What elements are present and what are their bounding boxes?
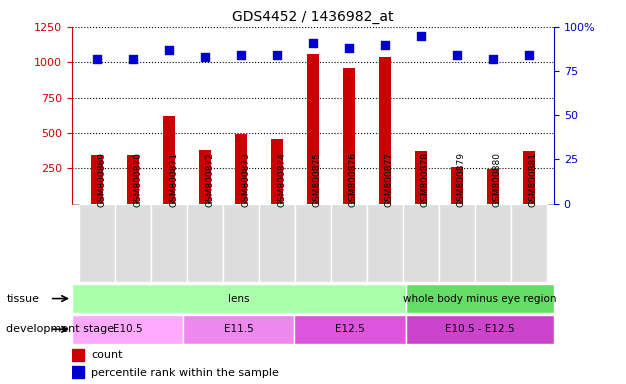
Bar (511, 204, 547, 282)
Text: E10.5: E10.5 (113, 324, 143, 334)
Point (308, 40, 318, 46)
Bar (72, 366, 84, 379)
Bar (270, 139, 284, 204)
Text: GSM800869: GSM800869 (97, 152, 106, 207)
Text: development stage: development stage (6, 324, 115, 334)
Bar (235, 134, 247, 204)
Point (164, 47, 174, 53)
Point (236, 52, 246, 58)
Text: GSM800879: GSM800879 (457, 152, 466, 207)
Bar (115, 204, 151, 282)
Text: E11.5: E11.5 (224, 324, 254, 334)
Bar (294, 315, 406, 344)
Bar (379, 56, 391, 204)
Bar (79, 204, 115, 282)
Point (344, 45, 354, 51)
Bar (295, 204, 331, 282)
Text: GSM800875: GSM800875 (313, 152, 322, 207)
Text: GSM800877: GSM800877 (385, 152, 394, 207)
Text: GSM800878: GSM800878 (421, 152, 430, 207)
Point (380, 41, 390, 48)
Text: GSM800873: GSM800873 (241, 152, 250, 207)
Bar (367, 204, 403, 282)
Point (128, 56, 138, 62)
Point (488, 56, 498, 62)
Text: count: count (91, 350, 123, 360)
Bar (403, 204, 439, 282)
Bar (406, 284, 554, 313)
Text: GSM800880: GSM800880 (493, 152, 502, 207)
Bar (486, 169, 499, 204)
Text: GSM800881: GSM800881 (529, 152, 538, 207)
Text: GSM800874: GSM800874 (277, 152, 286, 207)
Bar (151, 204, 187, 282)
Bar (523, 151, 535, 204)
Bar (72, 284, 406, 313)
Text: lens: lens (228, 293, 250, 304)
Bar (183, 315, 294, 344)
Bar (127, 155, 140, 204)
Bar (72, 315, 183, 344)
Bar (199, 150, 212, 204)
Point (416, 33, 426, 39)
Text: E10.5 - E12.5: E10.5 - E12.5 (445, 324, 515, 334)
Text: E12.5: E12.5 (335, 324, 365, 334)
Bar (187, 204, 223, 282)
Title: GDS4452 / 1436982_at: GDS4452 / 1436982_at (232, 10, 394, 25)
Bar (342, 68, 356, 204)
Text: percentile rank within the sample: percentile rank within the sample (91, 367, 279, 377)
Point (524, 52, 534, 58)
Bar (223, 204, 259, 282)
Bar (414, 151, 427, 204)
Bar (91, 156, 103, 204)
Text: GSM800876: GSM800876 (349, 152, 358, 207)
Text: GSM800871: GSM800871 (169, 152, 178, 207)
Point (452, 52, 462, 58)
Bar (307, 54, 319, 204)
Bar (406, 315, 554, 344)
Text: whole body minus eye region: whole body minus eye region (403, 293, 557, 304)
Point (272, 52, 282, 58)
Point (200, 54, 210, 60)
Point (92, 56, 102, 62)
Bar (259, 204, 295, 282)
Bar (451, 167, 463, 204)
Text: GSM800870: GSM800870 (133, 152, 142, 207)
Bar (72, 349, 84, 361)
Text: GSM800872: GSM800872 (205, 152, 214, 207)
Bar (163, 116, 175, 204)
Text: tissue: tissue (6, 293, 39, 304)
Bar (331, 204, 367, 282)
Bar (475, 204, 511, 282)
Bar (439, 204, 475, 282)
